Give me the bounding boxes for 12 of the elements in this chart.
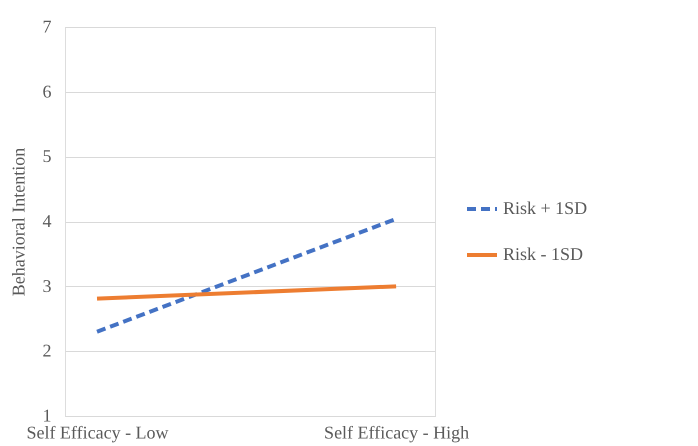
y-tick-label: 7 <box>42 16 52 36</box>
y-axis-title: Behavioral Intention <box>8 148 28 296</box>
y-tick-label: 5 <box>42 146 52 166</box>
y-tick-label: 3 <box>42 276 52 296</box>
x-tick-label: Self Efficacy - High <box>324 422 470 442</box>
y-tick-label: 2 <box>42 340 52 361</box>
x-tick-label: Self Efficacy - Low <box>26 422 169 442</box>
legend-label: Risk + 1SD <box>503 198 588 218</box>
y-tick-label: 6 <box>42 81 52 102</box>
y-tick-label: 1 <box>42 406 52 426</box>
legend-label: Risk - 1SD <box>503 244 584 264</box>
y-tick-label: 4 <box>42 211 52 231</box>
